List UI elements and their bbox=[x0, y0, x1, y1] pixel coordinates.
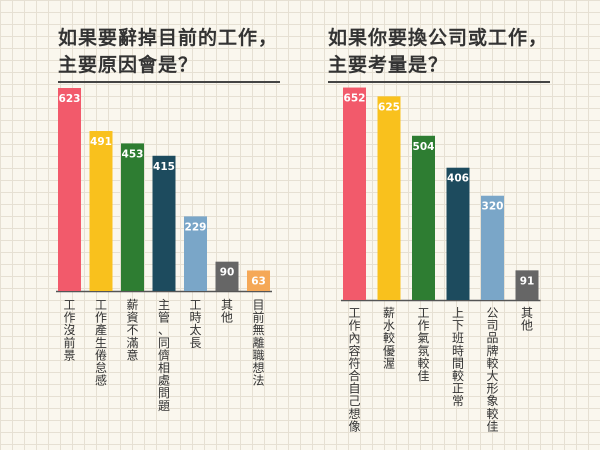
chart-left: 623 工作沒前景 491 工作產生倦怠感 453 薪資不滿意 415 主管、同儕相處問題 22… bbox=[56, 88, 272, 413]
bar bbox=[184, 216, 207, 291]
category-label: 工作沒前景 bbox=[63, 298, 75, 362]
category-label: 工作產生倦怠感 bbox=[95, 298, 107, 388]
category-label: 主管、同儕相處問題 bbox=[158, 298, 170, 413]
bar bbox=[58, 88, 81, 291]
bar bbox=[377, 96, 401, 300]
bar bbox=[247, 270, 270, 291]
bar-value-label: 625 bbox=[378, 101, 400, 113]
chart-right: 652 工作內容符合自己想像 625 薪水較優渥 504 工作氣氛較佳 406 上下班時間較正… bbox=[341, 87, 541, 433]
chart-title-right-line2: 主要考量是？ bbox=[328, 54, 449, 76]
bar-value-label: 491 bbox=[90, 136, 112, 148]
category-label: 其他 bbox=[521, 306, 533, 333]
bar-value-label: 504 bbox=[413, 141, 435, 153]
chart-title-left-line2: 主要原因會是？ bbox=[58, 54, 199, 76]
bar bbox=[215, 261, 239, 291]
category-label: 工作氣氛較佳 bbox=[417, 306, 429, 383]
bar-value-label: 406 bbox=[447, 173, 469, 185]
bar-value-label: 90 bbox=[220, 267, 235, 279]
bar bbox=[446, 167, 470, 300]
title-underline-right bbox=[328, 81, 550, 83]
category-label: 薪水較優渥 bbox=[383, 306, 395, 370]
bar-value-label: 652 bbox=[344, 93, 366, 105]
bar bbox=[515, 270, 539, 300]
category-label: 薪資不滿意 bbox=[126, 298, 138, 362]
category-label: 工時太長 bbox=[189, 298, 201, 350]
category-label: 其他 bbox=[221, 298, 233, 325]
bar bbox=[152, 155, 176, 291]
bar-value-label: 453 bbox=[122, 148, 144, 160]
category-label: 目前無離職想法 bbox=[252, 298, 264, 388]
bar bbox=[89, 131, 113, 291]
bar-value-label: 229 bbox=[185, 221, 207, 233]
bar-value-label: 63 bbox=[251, 275, 266, 287]
bar bbox=[343, 87, 366, 300]
title-underline-left bbox=[58, 81, 280, 83]
chart-title-right-line1: 如果你要換公司或工作， bbox=[328, 27, 549, 49]
bar bbox=[121, 143, 144, 291]
bar-value-label: 91 bbox=[520, 275, 535, 287]
category-label: 公司品牌較大形象較佳 bbox=[486, 306, 498, 433]
bar-value-label: 623 bbox=[59, 93, 81, 105]
bar bbox=[481, 195, 504, 300]
bar-value-label: 415 bbox=[153, 161, 175, 173]
category-label: 上下班時間較正常 bbox=[452, 306, 464, 408]
chart-title-left-line1: 如果要辭掉目前的工作， bbox=[58, 27, 279, 49]
bar-value-label: 320 bbox=[482, 201, 504, 213]
bar bbox=[412, 135, 435, 300]
category-label: 工作內容符合自己想像 bbox=[348, 306, 360, 433]
